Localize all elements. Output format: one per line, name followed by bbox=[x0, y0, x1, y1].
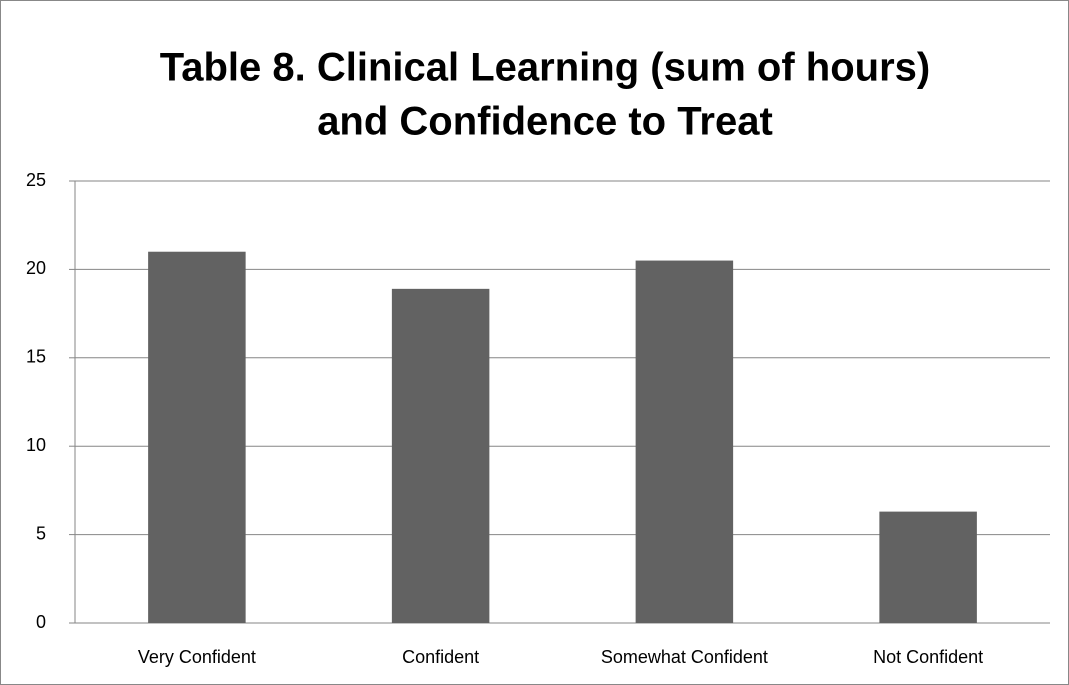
y-tick-label: 5 bbox=[36, 523, 46, 543]
bar bbox=[148, 251, 246, 623]
chart-title: and Confidence to Treat bbox=[317, 100, 773, 144]
bar bbox=[635, 260, 734, 623]
x-tick-label: Confident bbox=[402, 647, 479, 667]
y-tick-label: 15 bbox=[26, 347, 46, 367]
bar bbox=[391, 288, 490, 623]
chart-title: Table 8. Clinical Learning (sum of hours… bbox=[160, 46, 930, 90]
x-tick-label: Somewhat Confident bbox=[601, 647, 768, 667]
y-tick-label: 0 bbox=[36, 612, 46, 632]
x-tick-label: Not Confident bbox=[873, 647, 983, 667]
y-tick-label: 10 bbox=[26, 435, 46, 455]
y-tick-label: 25 bbox=[26, 170, 46, 190]
y-tick-label: 20 bbox=[26, 258, 46, 278]
bar bbox=[879, 511, 977, 623]
x-tick-label: Very Confident bbox=[138, 647, 256, 667]
